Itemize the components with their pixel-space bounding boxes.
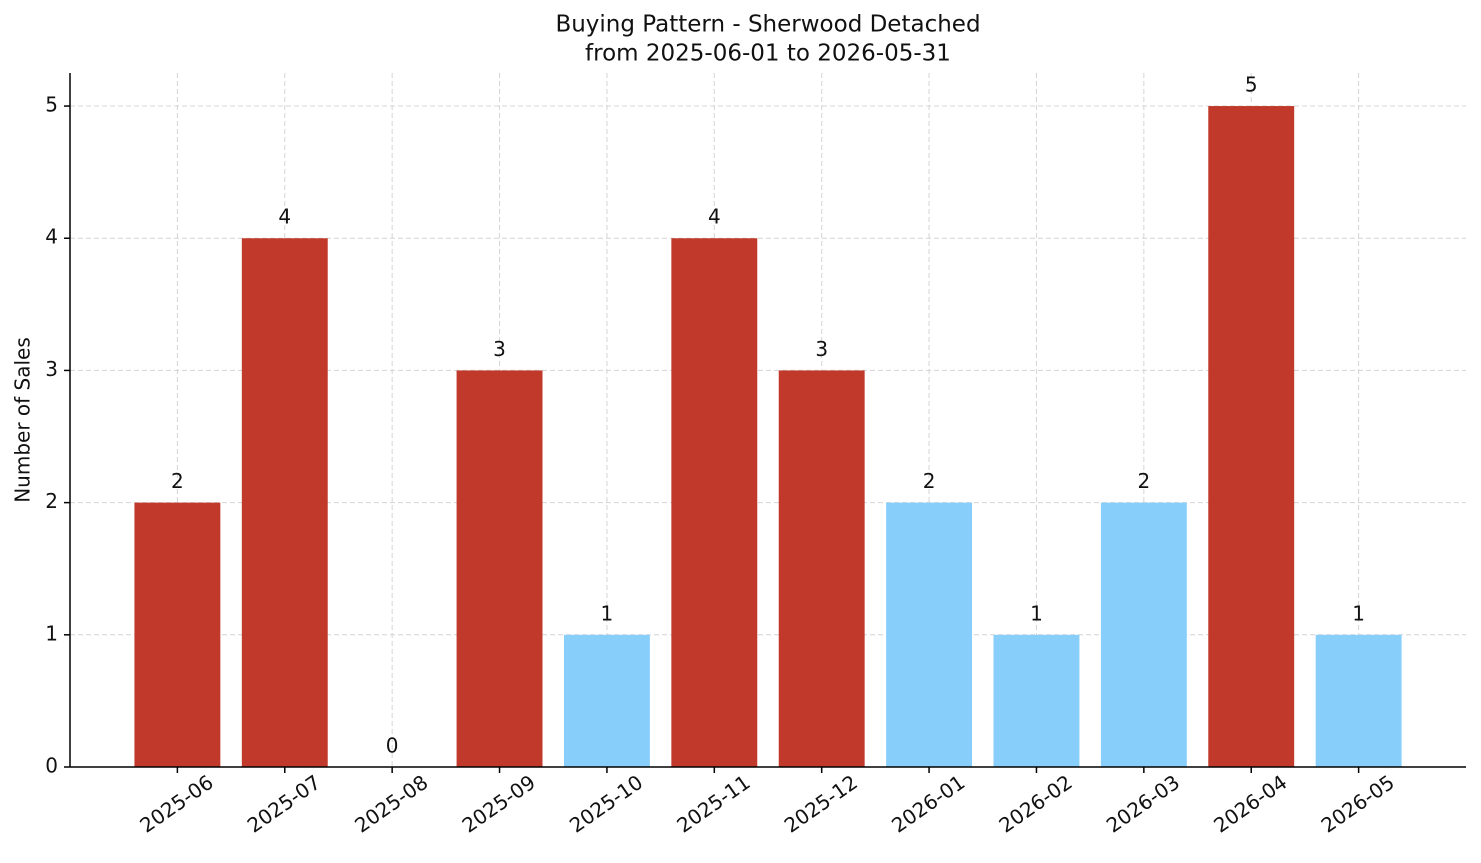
x-tick-label: 2025-11 — [672, 770, 754, 838]
bar — [886, 502, 973, 767]
value-label: 4 — [278, 205, 291, 229]
value-label: 2 — [1137, 469, 1150, 493]
y-axis-label: Number of Sales — [11, 337, 35, 503]
bar — [563, 634, 650, 767]
value-label: 1 — [601, 601, 614, 625]
x-tick-label: 2025-10 — [565, 770, 647, 838]
x-tick-label: 2025-07 — [243, 770, 325, 838]
x-tick-label: 2026-03 — [1102, 770, 1184, 838]
y-tick-label: 2 — [45, 489, 58, 513]
bar — [671, 238, 758, 767]
bar — [993, 634, 1080, 767]
value-label: 3 — [493, 337, 506, 361]
value-label: 5 — [1245, 73, 1258, 97]
bar — [778, 370, 865, 767]
bar — [1315, 634, 1402, 767]
chart-title: Buying Pattern - Sherwood Detached — [555, 12, 980, 38]
x-tick-label: 2025-08 — [350, 770, 432, 838]
value-label: 2 — [171, 469, 184, 493]
value-label: 4 — [708, 205, 721, 229]
value-label: 2 — [923, 469, 936, 493]
bar — [241, 238, 328, 767]
x-tick-label: 2026-05 — [1317, 770, 1399, 838]
y-tick-label: 4 — [45, 225, 58, 249]
y-tick-label: 5 — [45, 93, 58, 117]
y-tick-label: 0 — [45, 754, 58, 778]
y-tick-label: 3 — [45, 357, 58, 381]
bar — [134, 502, 221, 767]
x-tick-label: 2025-09 — [458, 770, 540, 838]
value-label: 1 — [1030, 601, 1043, 625]
x-tick-label: 2026-04 — [1209, 770, 1291, 838]
bar — [1100, 502, 1187, 767]
x-tick-label: 2025-06 — [135, 770, 217, 838]
bar — [456, 370, 543, 767]
chart-subtitle: from 2025-06-01 to 2026-05-31 — [585, 41, 951, 67]
value-label: 1 — [1352, 601, 1365, 625]
bar — [1208, 106, 1295, 768]
x-tick-label: 2026-02 — [994, 770, 1076, 838]
value-label: 3 — [815, 337, 828, 361]
value-label: 0 — [386, 734, 399, 758]
x-tick-label: 2025-12 — [780, 770, 862, 838]
x-tick-label: 2026-01 — [887, 770, 969, 838]
y-tick-label: 1 — [45, 621, 58, 645]
